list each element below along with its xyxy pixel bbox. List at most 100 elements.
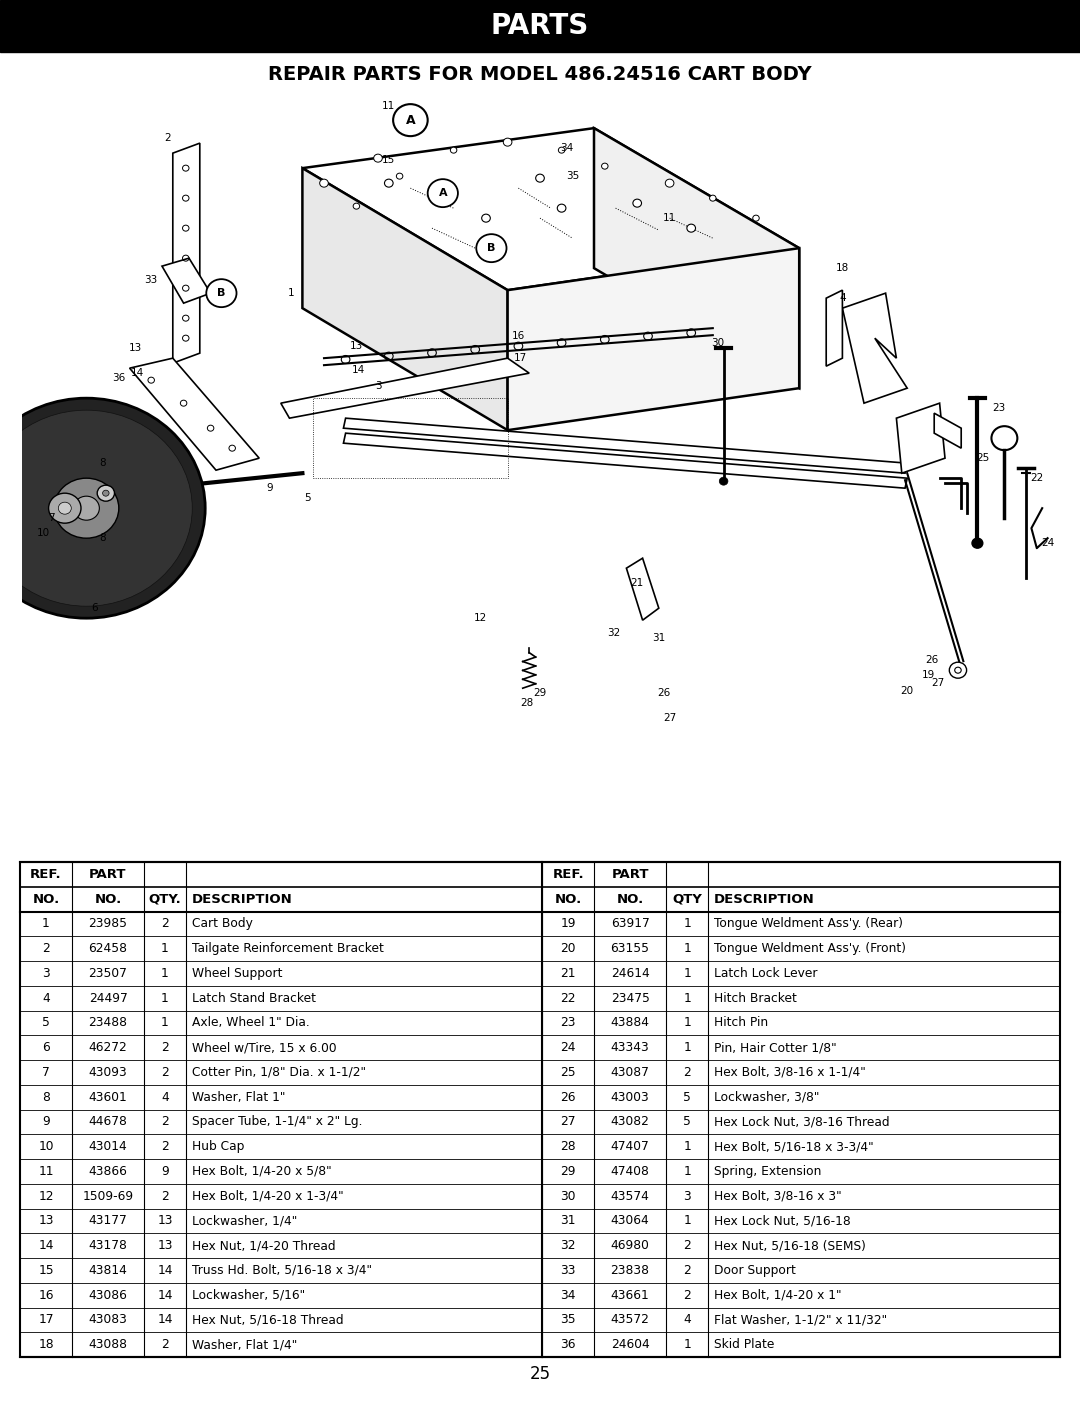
- Text: 32: 32: [561, 1239, 576, 1252]
- Text: 27: 27: [561, 1116, 576, 1129]
- Text: A: A: [438, 188, 447, 198]
- Text: 33: 33: [145, 275, 158, 285]
- Circle shape: [536, 174, 544, 182]
- Text: Truss Hd. Bolt, 5/16-18 x 3/4": Truss Hd. Bolt, 5/16-18 x 3/4": [192, 1263, 372, 1277]
- Text: 4: 4: [42, 991, 50, 1005]
- Text: 13: 13: [158, 1239, 173, 1252]
- Text: 14: 14: [158, 1314, 173, 1326]
- Text: NO.: NO.: [94, 893, 122, 906]
- Text: 43003: 43003: [610, 1091, 649, 1103]
- Text: 7: 7: [42, 1066, 50, 1080]
- Text: 2: 2: [42, 942, 50, 955]
- Text: Hex Bolt, 1/4-20 x 1": Hex Bolt, 1/4-20 x 1": [714, 1288, 841, 1301]
- Text: 26: 26: [658, 688, 671, 698]
- Text: Spacer Tube, 1-1/4" x 2" Lg.: Spacer Tube, 1-1/4" x 2" Lg.: [192, 1116, 363, 1129]
- Text: 43814: 43814: [89, 1263, 127, 1277]
- Circle shape: [710, 195, 716, 200]
- Text: 15: 15: [382, 156, 395, 165]
- Text: Cotter Pin, 1/8" Dia. x 1-1/2": Cotter Pin, 1/8" Dia. x 1-1/2": [192, 1066, 366, 1080]
- Bar: [313, 398, 508, 478]
- Text: Latch Lock Lever: Latch Lock Lever: [714, 967, 818, 980]
- Text: 15: 15: [38, 1263, 54, 1277]
- Polygon shape: [934, 414, 961, 449]
- Text: QTY.: QTY.: [149, 893, 181, 906]
- Polygon shape: [343, 433, 907, 488]
- Text: 19: 19: [922, 670, 935, 680]
- Text: 20: 20: [561, 942, 576, 955]
- Text: 8: 8: [42, 1091, 50, 1103]
- Text: 43884: 43884: [610, 1016, 649, 1029]
- Text: 43082: 43082: [610, 1116, 649, 1129]
- Text: NO.: NO.: [554, 893, 582, 906]
- Text: Hex Lock Nut, 3/8-16 Thread: Hex Lock Nut, 3/8-16 Thread: [714, 1116, 890, 1129]
- Text: Hitch Bracket: Hitch Bracket: [714, 991, 797, 1005]
- Text: 2: 2: [161, 1042, 168, 1054]
- Text: 23985: 23985: [89, 917, 127, 931]
- Circle shape: [73, 496, 99, 520]
- Text: Wheel w/Tire, 15 x 6.00: Wheel w/Tire, 15 x 6.00: [192, 1042, 337, 1054]
- Text: 23: 23: [561, 1016, 576, 1029]
- Text: Lockwasher, 5/16": Lockwasher, 5/16": [192, 1288, 306, 1301]
- Text: 19: 19: [561, 917, 576, 931]
- Circle shape: [396, 172, 403, 179]
- Text: 25: 25: [529, 1366, 551, 1382]
- Text: 1: 1: [288, 289, 295, 299]
- Text: 11: 11: [382, 101, 395, 111]
- Text: 30: 30: [561, 1190, 576, 1203]
- Text: 3: 3: [684, 1190, 691, 1203]
- Text: 18: 18: [38, 1338, 54, 1352]
- Text: 5: 5: [42, 1016, 50, 1029]
- Text: Hex Bolt, 1/4-20 x 5/8": Hex Bolt, 1/4-20 x 5/8": [192, 1165, 332, 1178]
- Text: 1: 1: [42, 917, 50, 931]
- Circle shape: [206, 279, 237, 307]
- Text: 35: 35: [566, 171, 579, 181]
- Text: 22: 22: [1030, 474, 1043, 484]
- Circle shape: [103, 491, 109, 496]
- Text: 12: 12: [474, 613, 487, 622]
- Text: A: A: [406, 114, 415, 126]
- Text: 2: 2: [161, 1190, 168, 1203]
- Circle shape: [374, 154, 382, 163]
- Text: 5: 5: [305, 494, 311, 503]
- Text: B: B: [487, 243, 496, 254]
- Text: 35: 35: [561, 1314, 576, 1326]
- Circle shape: [482, 215, 490, 222]
- Circle shape: [949, 662, 967, 679]
- Text: 10: 10: [38, 1140, 54, 1152]
- Text: 43088: 43088: [89, 1338, 127, 1352]
- Text: NO.: NO.: [617, 893, 644, 906]
- Text: 28: 28: [521, 698, 534, 708]
- Polygon shape: [626, 558, 659, 620]
- Text: Hex Lock Nut, 5/16-18: Hex Lock Nut, 5/16-18: [714, 1214, 851, 1227]
- Text: Latch Stand Bracket: Latch Stand Bracket: [192, 991, 316, 1005]
- Text: 5: 5: [684, 1116, 691, 1129]
- Text: 6: 6: [42, 1042, 50, 1054]
- Circle shape: [476, 234, 507, 262]
- Text: 34: 34: [561, 1288, 576, 1301]
- Text: 16: 16: [38, 1288, 54, 1301]
- Text: 36: 36: [561, 1338, 576, 1352]
- Text: 4: 4: [684, 1314, 691, 1326]
- Text: Lockwasher, 1/4": Lockwasher, 1/4": [192, 1214, 297, 1227]
- Text: 27: 27: [663, 714, 676, 723]
- Text: 31: 31: [561, 1214, 576, 1227]
- Text: 18: 18: [836, 264, 849, 273]
- Text: 10: 10: [37, 529, 50, 538]
- Text: 22: 22: [561, 991, 576, 1005]
- Text: 26: 26: [561, 1091, 576, 1103]
- Polygon shape: [173, 143, 200, 363]
- Text: 21: 21: [631, 578, 644, 589]
- Text: 1: 1: [161, 991, 168, 1005]
- Text: 43343: 43343: [610, 1042, 649, 1054]
- Text: 14: 14: [352, 365, 365, 376]
- Circle shape: [393, 104, 428, 136]
- Text: 1: 1: [684, 1214, 691, 1227]
- Text: PART: PART: [90, 868, 126, 880]
- Text: QTY: QTY: [672, 893, 702, 906]
- Text: 1: 1: [684, 967, 691, 980]
- Text: 9: 9: [42, 1116, 50, 1129]
- Text: 63155: 63155: [610, 942, 649, 955]
- Circle shape: [503, 139, 512, 146]
- Text: 43064: 43064: [610, 1214, 649, 1227]
- Text: 23: 23: [993, 404, 1005, 414]
